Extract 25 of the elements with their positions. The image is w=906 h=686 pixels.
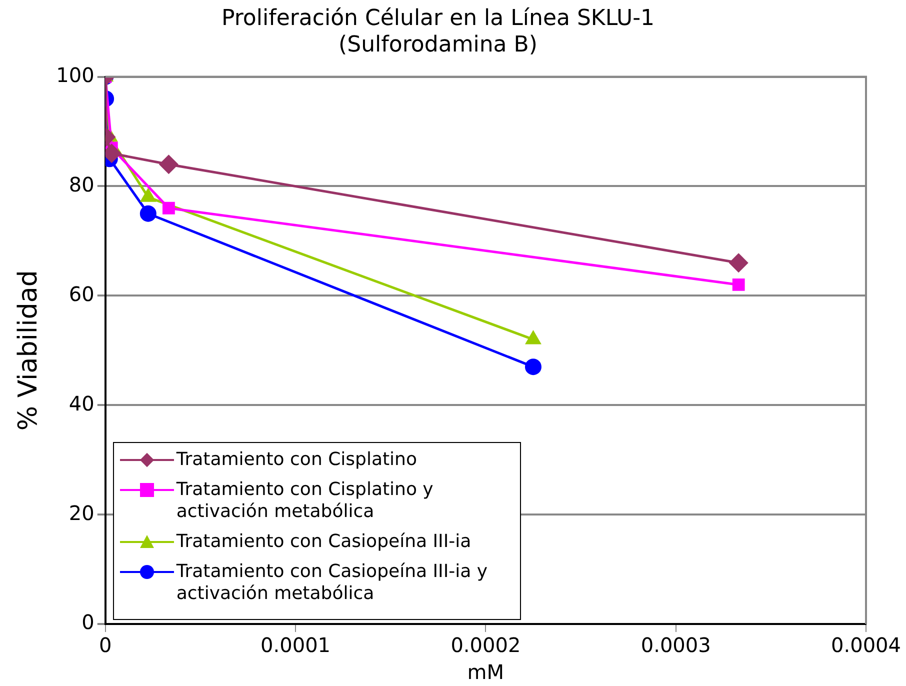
y-tick-label: 40 [68, 391, 94, 416]
y-tick-label: 100 [56, 63, 94, 88]
y-tick-label: 20 [68, 500, 94, 525]
y-axis-title: % Viabilidad [13, 270, 44, 431]
point [159, 155, 178, 174]
point [162, 202, 175, 214]
y-tick-label: 60 [68, 282, 94, 306]
x-axis-title: mM [467, 660, 504, 684]
y-tick-label: 80 [68, 172, 94, 196]
point [729, 254, 748, 272]
point [105, 144, 121, 163]
point [526, 331, 541, 344]
x-tick-label: 0.0004 [831, 633, 901, 658]
legend-label: Tratamiento con Cisplatino [176, 449, 417, 471]
x-tick-label: 0.0003 [640, 633, 711, 658]
legend-label: Tratamiento con Casiopeína III-ia y activación metabólica [176, 561, 489, 605]
legend-label: Tratamiento con Cisplatino y activación metabólica [176, 479, 434, 523]
x-tick-label: 0.0001 [260, 633, 331, 658]
point [732, 278, 745, 291]
y-tick-label: 0 [82, 610, 94, 634]
x-tick-label: 0.0002 [450, 633, 521, 658]
text: (Sulforodamina B) [338, 32, 538, 58]
text: Proliferación Célular en la Línea SKLU-1 [221, 6, 655, 31]
legend-label: Tratamiento con Casiopeína III-ia [176, 531, 472, 553]
x-tick-label: 0 [99, 633, 112, 658]
